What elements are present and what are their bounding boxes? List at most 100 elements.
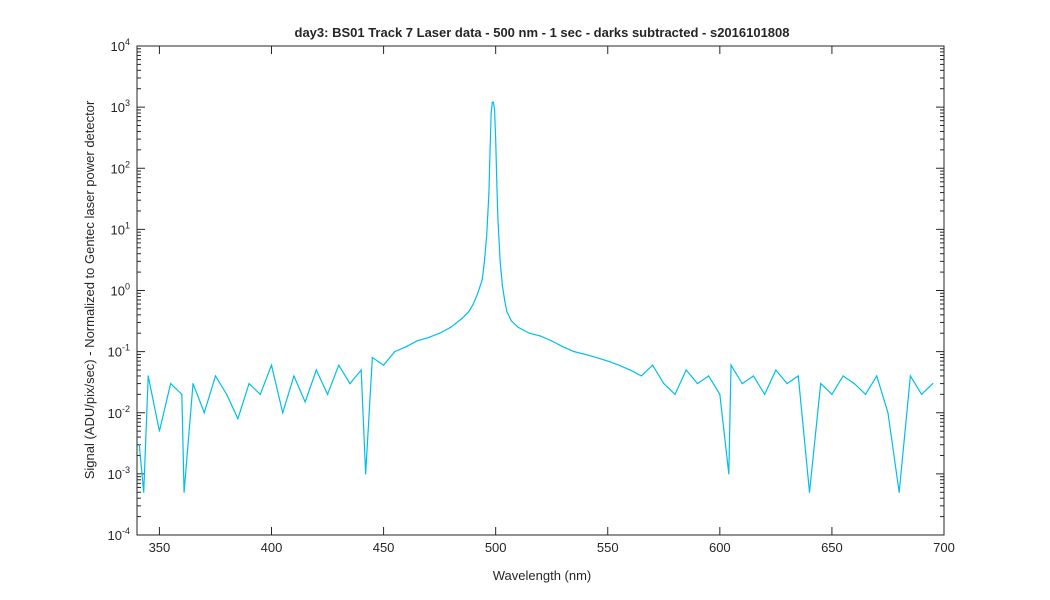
data-point [293,375,295,377]
y-tick-exponent: 0 [125,282,130,292]
data-point [820,382,822,385]
data-point [181,393,183,395]
x-axis-label: Wavelength (nm) [493,568,592,583]
data-point [786,382,788,385]
data-point [282,412,284,414]
data-point [214,375,217,377]
data-point [349,382,351,385]
data-point [492,101,495,103]
plot-area: 350 400 450 500 550 600 650 70010-410-310-210-1… [108,37,955,555]
y-tick-base: 10 [108,467,122,482]
data-point [147,375,149,377]
data-point [674,393,676,395]
data-point [248,382,250,385]
data-point [775,369,777,371]
series-line [138,101,934,493]
data-point [696,382,699,385]
y-tick-base: 10 [108,528,122,543]
y-tick-exponent: 2 [125,159,130,169]
data-point [562,346,564,348]
data-point [158,430,161,432]
x-tick-label: 550 [597,540,619,555]
data-point [842,375,844,377]
data-point [237,418,239,420]
data-point [170,382,172,385]
data-point [427,336,430,339]
data-point [651,364,654,366]
y-tick-exponent: 1 [125,220,130,230]
data-point [138,444,140,446]
data-point [439,332,441,334]
y-tick-label: 104 [111,37,130,54]
y-tick-exponent: 3 [125,98,130,108]
data-point [853,382,855,385]
data-point [499,260,501,262]
data-point [764,393,766,395]
y-tick-label: 100 [111,282,130,299]
data-point [708,375,710,377]
data-point [864,393,867,395]
x-tick-label: 400 [261,540,283,555]
data-point [517,326,519,328]
data-point [493,109,496,111]
data-point [898,491,900,493]
data-point [640,375,642,377]
y-tick-base: 10 [111,161,125,176]
y-tick-label: 10-3 [108,465,130,482]
data-point [192,382,194,385]
data-point [797,375,799,377]
y-tick-label: 101 [111,220,130,237]
y-tick-label: 10-4 [108,526,130,543]
x-tick-label: 650 [821,540,843,555]
data-point [461,317,463,319]
x-tick-label: 500 [485,540,507,555]
data-point [143,491,145,493]
data-point [663,382,665,385]
data-point [496,181,498,183]
data-point [584,353,586,356]
data-point [876,375,878,377]
y-tick-base: 10 [111,100,125,115]
plot-frame [136,45,945,536]
data-point [315,369,317,371]
data-point [909,375,911,377]
data-point [504,299,506,301]
data-point [497,218,499,220]
data-point [304,401,306,403]
data-point [468,311,470,313]
data-point [371,356,373,359]
data-point [486,234,488,236]
y-tick-base: 10 [108,345,122,360]
data-point [719,393,721,395]
data-point [489,149,491,151]
y-tick-exponent: -1 [122,343,130,353]
data-point [483,260,486,262]
y-tick-exponent: -3 [122,465,130,475]
y-tick-base: 10 [111,39,125,54]
data-point [259,393,261,395]
data-point [488,191,490,194]
x-tick-label: 350 [149,540,171,555]
data-point [501,285,503,287]
x-tick-label: 700 [933,540,955,555]
y-tick-label: 102 [111,159,130,176]
data-point [618,364,620,366]
data-point [338,364,340,366]
data-point [730,364,732,366]
data-point [203,412,205,414]
data-point [506,311,508,313]
data-point [831,393,833,395]
data-point [450,326,452,328]
data-point [226,393,228,395]
data-point [491,101,493,103]
data-point [394,351,396,353]
data-point [551,340,553,342]
y-tick-label: 10-1 [108,343,130,360]
data-point [887,412,889,414]
data-point [932,382,934,385]
y-tick-label: 10-2 [108,404,130,421]
y-tick-base: 10 [111,284,125,299]
y-axis-label: Signal (ADU/pix/sec) - Normalized to Gen… [82,100,97,479]
y-tick-label: 103 [111,98,130,115]
x-tick-label: 600 [709,540,731,555]
